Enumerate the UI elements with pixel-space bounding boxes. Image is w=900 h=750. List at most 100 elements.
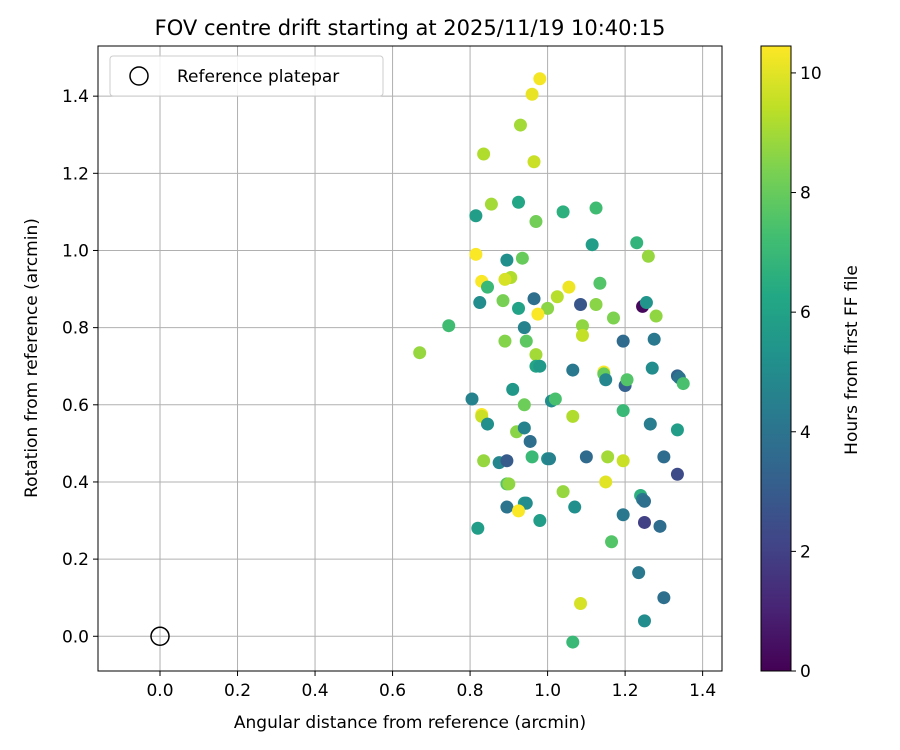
scatter-point: [574, 596, 588, 610]
legend-box: [109, 55, 384, 97]
colorbar-tick-label: 4: [800, 423, 811, 443]
scatter-point: [481, 280, 495, 294]
scatter-point: [517, 398, 531, 412]
scatter-point: [413, 346, 427, 360]
y-tick-label: 0.6: [62, 396, 89, 416]
scatter-point: [484, 197, 498, 211]
x-tick-label: 0.6: [379, 681, 406, 701]
chart-title: FOV centre drift starting at 2025/11/19 …: [155, 16, 666, 40]
plot-frame: [97, 45, 723, 672]
scatter-point: [548, 392, 562, 406]
scatter-point: [574, 297, 588, 311]
scatter-point: [550, 290, 564, 304]
scatter-point: [541, 301, 555, 315]
y-tick-label: 0.2: [62, 550, 89, 570]
legend-label: Reference platepar: [177, 67, 339, 87]
x-axis-label: Angular distance from reference (arcmin): [234, 713, 586, 733]
data-points: [413, 72, 690, 649]
x-tick-label: 0.8: [457, 681, 484, 701]
colorbar-tick-label: 6: [800, 303, 811, 323]
scatter-point: [579, 450, 593, 464]
scatter-point: [481, 417, 495, 431]
scatter-point: [506, 382, 520, 396]
scatter-point: [469, 209, 483, 223]
scatter-point: [670, 423, 684, 437]
y-axis-label: Rotation from reference (arcmin): [22, 218, 42, 498]
scatter-point: [575, 328, 589, 342]
scatter-point: [527, 292, 541, 306]
x-axis-ticks: 0.0 0.2 0.4 0.6 0.8 1.0 1.2 1.4: [146, 671, 716, 701]
scatter-point: [585, 238, 599, 252]
scatter-point: [500, 253, 514, 267]
colorbar-label: Hours from first FF file: [842, 265, 862, 455]
scatter-point: [556, 485, 570, 499]
scatter-point: [616, 508, 630, 522]
scatter-point: [601, 450, 615, 464]
scatter-point: [529, 348, 543, 362]
scatter-point: [533, 514, 547, 528]
scatter-point: [637, 494, 651, 508]
scatter-point: [653, 519, 667, 533]
scatter-point: [568, 500, 582, 514]
scatter-point: [477, 454, 491, 468]
scatter-point: [632, 566, 646, 580]
y-tick-label: 0.4: [62, 473, 89, 493]
scatter-point: [589, 201, 603, 215]
colorbar-tick-label: 10: [800, 64, 822, 84]
scatter-point: [616, 334, 630, 348]
scatter-point: [566, 363, 580, 377]
scatter-point: [471, 521, 485, 535]
scatter-point: [620, 373, 634, 387]
scatter-point: [605, 535, 619, 549]
colorbar-ticks: 0 2 4 6 8 10: [791, 64, 822, 682]
scatter-point: [525, 87, 539, 101]
scatter-point: [630, 236, 644, 250]
y-tick-label: 1.4: [62, 87, 89, 107]
legend-marker: [129, 66, 149, 86]
scatter-point: [502, 477, 516, 491]
scatter-point: [645, 361, 659, 375]
scatter-point: [593, 276, 607, 290]
scatter-point: [637, 515, 651, 529]
scatter-point: [637, 614, 651, 628]
scatter-point: [606, 311, 620, 325]
colorbar-tick-label: 8: [800, 184, 811, 204]
scatter-point: [512, 504, 526, 518]
scatter-point: [500, 500, 514, 514]
scatter-point: [599, 475, 613, 489]
scatter-point: [543, 452, 557, 466]
scatter-point: [649, 309, 663, 323]
scatter-point: [512, 301, 526, 315]
scatter-point: [496, 294, 510, 308]
y-tick-label: 0.0: [62, 627, 89, 647]
x-tick-label: 0.2: [224, 681, 251, 701]
x-tick-label: 1.0: [534, 681, 561, 701]
scatter-point: [639, 296, 653, 310]
scatter-point: [498, 334, 512, 348]
scatter-point: [527, 155, 541, 169]
scatter-point: [523, 434, 537, 448]
colorbar-tick-label: 2: [800, 542, 811, 562]
scatter-point: [533, 72, 547, 86]
scatter-point: [515, 251, 529, 265]
x-tick-label: 0.4: [302, 681, 329, 701]
scatter-point: [670, 467, 684, 481]
scatter-point: [641, 249, 655, 263]
scatter-point: [616, 454, 630, 468]
colorbar-gradient: [760, 45, 792, 672]
scatter-point: [442, 319, 456, 333]
scatter-point: [517, 421, 531, 435]
scatter-point: [500, 454, 514, 468]
colorbar: 0 2 4 6 8 10 Hours from first FF file: [760, 45, 862, 682]
scatter-point: [566, 409, 580, 423]
scatter-point: [473, 296, 487, 310]
scatter-point: [513, 118, 527, 132]
scatter-point: [465, 392, 479, 406]
colorbar-tick-label: 0: [800, 662, 811, 682]
scatter-point: [512, 195, 526, 209]
scatter-point: [566, 635, 580, 649]
scatter-point: [498, 272, 512, 286]
scatter-point: [589, 297, 603, 311]
scatter-point: [529, 215, 543, 229]
